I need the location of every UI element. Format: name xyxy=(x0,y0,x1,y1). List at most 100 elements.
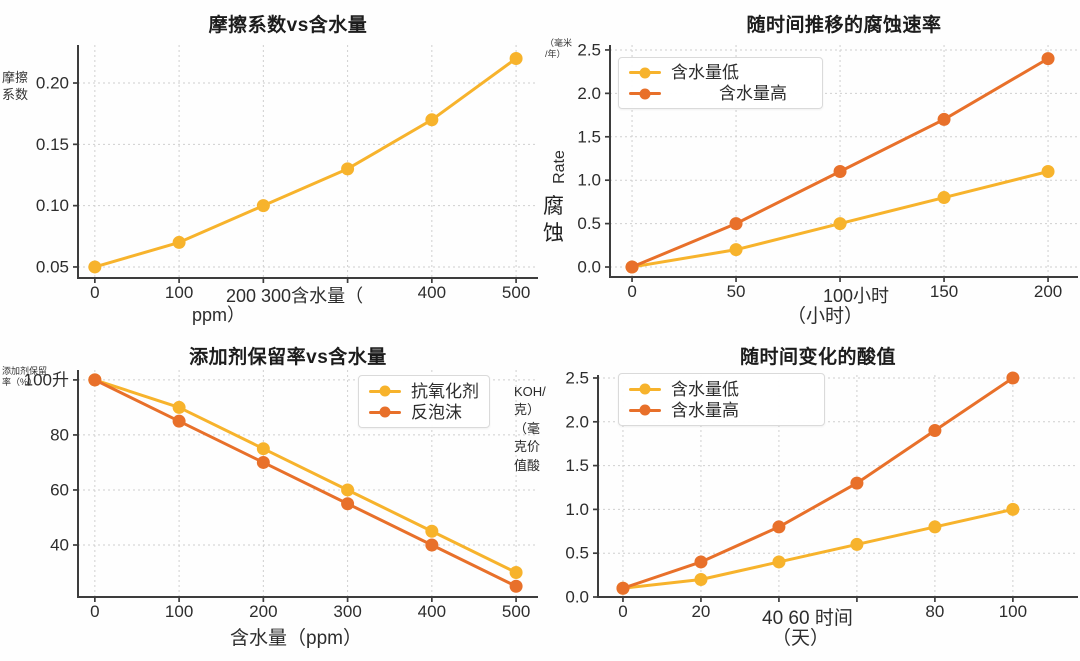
data-point xyxy=(425,524,439,538)
data-point xyxy=(1006,502,1020,516)
x-tick-label: 300 xyxy=(333,602,361,621)
data-point xyxy=(772,555,786,569)
x-tick-label: 200 xyxy=(249,602,277,621)
legend-marker-high-water xyxy=(629,408,661,412)
data-point xyxy=(937,112,951,126)
plot-canvas-friction: 0 100 400 500 0.05 0.10 0.15 0.20 xyxy=(36,45,538,302)
legend-label: 含水量高 xyxy=(719,84,787,103)
data-point xyxy=(425,113,439,127)
data-point xyxy=(509,579,523,593)
chart-title: 添加剂保留率vs含水量 xyxy=(189,347,387,368)
y-axis-units-label: （毫米 /年） xyxy=(545,38,573,59)
y-axis-units-label: 添加剂保留 率（%） xyxy=(2,366,48,388)
data-point xyxy=(172,400,186,414)
y-tick-label: 60 xyxy=(50,480,69,499)
legend-marker-low-water xyxy=(629,387,661,391)
y-tick-label: 2.0 xyxy=(577,84,601,103)
x-tick-label: 150 xyxy=(930,282,958,301)
data-point xyxy=(937,191,951,205)
series-line-1 xyxy=(621,376,1015,590)
x-tick-label: 0 xyxy=(90,283,99,302)
series-line-0 xyxy=(93,56,518,269)
y-tick-label: 0.15 xyxy=(36,135,69,154)
data-point xyxy=(1006,371,1020,385)
data-point xyxy=(1041,165,1055,179)
x-axis-label: （天） xyxy=(772,628,830,649)
y-tick-label: 40 xyxy=(50,535,69,554)
x-axis-label: 含水量（ppm） xyxy=(230,628,362,649)
y-tick-label: 2.0 xyxy=(565,412,589,431)
data-point xyxy=(341,162,355,176)
data-point xyxy=(88,260,102,274)
x-tick-merged-label: 200 300含水量（ xyxy=(226,286,364,306)
data-point xyxy=(833,165,847,179)
legend-row: 含水量高 xyxy=(629,85,812,102)
chart-acid-value: 0 20 80 100 0.0 0.5 1.0 1.5 2.0 2.5 随时间变化的酸值 KOH/… xyxy=(514,330,1080,661)
series-line-0 xyxy=(93,378,518,575)
data-point xyxy=(928,520,942,534)
chart-additive-retention: 0 100 200 300 400 500 100升 80 60 40 添加剂保留率vs含水量 添… xyxy=(0,330,540,661)
legend: 抗氧化剂 反泡沫 xyxy=(358,375,490,428)
series-line-0 xyxy=(621,507,1015,590)
data-point xyxy=(850,476,864,490)
plot-canvas-retention: 0 100 200 300 400 500 100升 80 60 40 xyxy=(24,370,538,621)
y-tick-label: 0.05 xyxy=(36,257,69,276)
x-tick-label: 200 xyxy=(1034,282,1062,301)
x-tick-label: 0 xyxy=(618,602,627,621)
x-tick-merged-label: 100小时 xyxy=(823,286,890,306)
chart-corrosion-rate: 0 50 150 200 0.0 0.5 1.0 1.5 2.0 2.5 随时间推移的腐蚀速率 （… xyxy=(540,0,1080,331)
legend-row: 含水量低 xyxy=(629,381,814,398)
chart-title: 随时间推移的腐蚀速率 xyxy=(746,15,942,36)
data-point xyxy=(341,497,355,511)
data-point xyxy=(694,572,708,586)
x-tick-label: 400 xyxy=(418,283,446,302)
data-point xyxy=(729,217,743,231)
data-point xyxy=(88,373,102,387)
legend-marker-antioxidant xyxy=(369,389,401,393)
data-point xyxy=(172,414,186,428)
x-tick-label: 100 xyxy=(999,602,1027,621)
legend-label: 含水量低 xyxy=(671,63,739,82)
data-point xyxy=(729,243,743,257)
legend-marker-low-water xyxy=(629,71,661,74)
x-tick-merged-label: 40 60 时间 xyxy=(762,608,853,629)
x-tick-label: 500 xyxy=(502,602,530,621)
y-tick-label: 1.5 xyxy=(565,456,589,475)
plot-canvas-corrosion: 0 50 150 200 0.0 0.5 1.0 1.5 2.0 2.5 xyxy=(577,40,1078,301)
y-axis-label: KOH/ 克） （毫 克价 值酸 xyxy=(514,384,546,473)
y-tick-label: 2.5 xyxy=(565,368,589,387)
data-point xyxy=(928,424,942,438)
x-tick-label: 100 xyxy=(165,602,193,621)
x-axis-label: （小时） xyxy=(787,306,864,327)
series-line-1 xyxy=(93,378,518,588)
legend-label: 含水量低 xyxy=(671,379,739,399)
y-tick-label: 0.5 xyxy=(577,214,601,233)
y-tick-label: 80 xyxy=(50,425,69,444)
legend-label: 反泡沫 xyxy=(411,402,462,422)
data-point xyxy=(772,520,786,534)
y-tick-label: 0.10 xyxy=(36,196,69,215)
x-tick-label: 50 xyxy=(727,282,746,301)
data-point xyxy=(509,566,523,580)
legend-row: 抗氧化剂 xyxy=(369,383,479,400)
x-tick-label: 0 xyxy=(627,282,636,301)
data-point xyxy=(509,51,523,65)
data-point xyxy=(833,217,847,231)
chart-friction-vs-water: 0 100 400 500 0.05 0.10 0.15 0.20 摩擦系数vs含水量 摩擦 … xyxy=(0,0,540,331)
y-tick-label: 1.5 xyxy=(577,127,601,146)
legend-label: 含水量高 xyxy=(671,400,739,420)
y-axis-label: 腐 蚀 xyxy=(543,195,564,246)
y-tick-label: 0.5 xyxy=(565,544,589,563)
data-point xyxy=(850,537,864,551)
y-tick-label: 0.20 xyxy=(36,74,69,93)
x-tick-label: 400 xyxy=(418,602,446,621)
data-point xyxy=(256,442,270,456)
data-point xyxy=(1041,52,1055,66)
legend-marker-high-water xyxy=(629,92,661,95)
y-tick-label: 0.0 xyxy=(577,258,601,277)
y-tick-label: 2.5 xyxy=(577,40,601,59)
data-point xyxy=(425,538,439,552)
legend-row: 含水量高 xyxy=(629,402,814,419)
y-tick-label: 100升 xyxy=(24,370,69,389)
